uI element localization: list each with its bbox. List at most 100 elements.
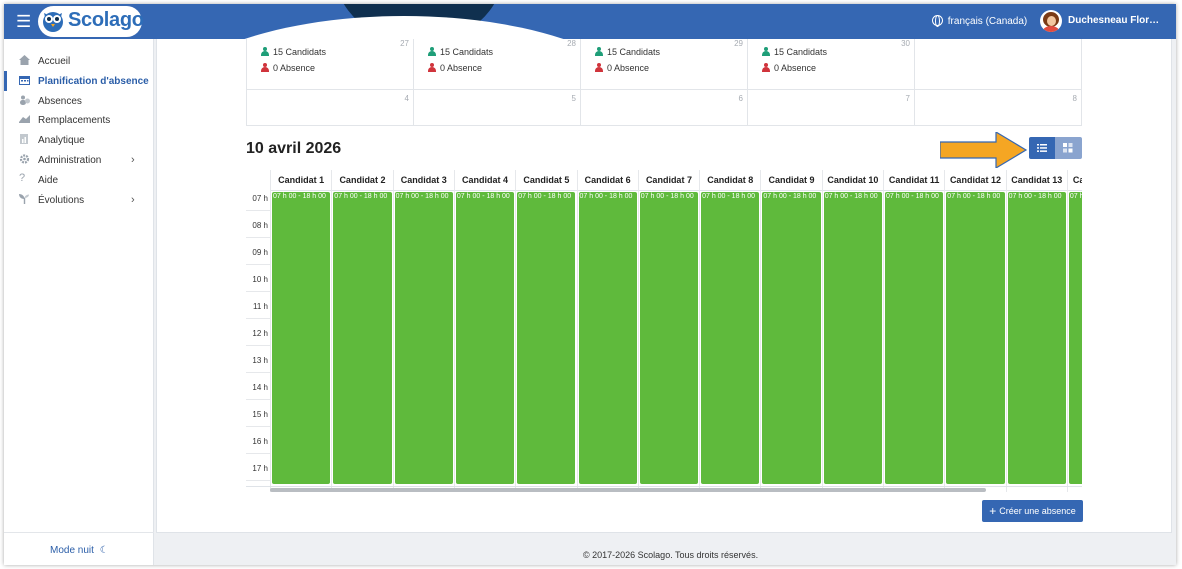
calendar-icon	[19, 76, 30, 85]
absences-count: 0 Absence	[595, 63, 649, 73]
availability-block[interactable]: 07 h 00 - 18 h 00	[823, 192, 882, 484]
hour-label: 17 h	[252, 464, 268, 473]
hour-label: 14 h	[252, 383, 268, 392]
header-decoration	[154, 16, 654, 39]
column-divider	[760, 170, 762, 492]
availability-time: 07 h 00 - 18 h 00	[456, 193, 510, 200]
absences-count: 0 Absence	[762, 63, 816, 73]
availability-block[interactable]: 07 h 00 - 18 h 00	[885, 192, 944, 484]
hour-line	[246, 264, 270, 265]
hour-label: 15 h	[252, 410, 268, 419]
availability-block[interactable]: 07 h 00 - 18 h 00	[1007, 192, 1066, 484]
hour-label: 09 h	[252, 248, 268, 257]
column-divider	[637, 170, 639, 492]
sidebar-item-planification[interactable]: Planification d'absence	[4, 71, 154, 91]
hour-line	[246, 372, 270, 373]
month-day-cell[interactable]: 4	[246, 90, 413, 126]
month-day-cell[interactable]: 28 15 Candidats 0 Absence	[413, 39, 580, 90]
avatar[interactable]	[1040, 10, 1062, 32]
availability-block[interactable]: 07 h 00 - 18 h 00	[701, 192, 760, 484]
availability-block[interactable]: 07 h 00 - 18 h 00	[272, 192, 331, 484]
candidates-count: 15 Candidats	[261, 47, 326, 57]
column-divider	[576, 170, 578, 492]
hour-line	[246, 345, 270, 346]
calendar-view-button[interactable]	[1055, 137, 1082, 159]
candidate-header: Ca	[1072, 175, 1082, 185]
column-divider	[1005, 170, 1007, 492]
sidebar-item-absences[interactable]: Absences	[4, 91, 154, 111]
sidebar-item-analytique[interactable]: Analytique	[4, 130, 154, 150]
chart-icon	[20, 134, 28, 144]
availability-block[interactable]: 07 h 00 - 18 h 00	[517, 192, 576, 484]
hour-label: 08 h	[252, 221, 268, 230]
column-divider	[392, 170, 394, 492]
candidate-header: Candidat 5	[523, 175, 570, 185]
logo[interactable]: Scolago	[38, 6, 144, 37]
availability-block[interactable]: 07 h 00 - 18 h 00	[578, 192, 637, 484]
sidebar-item-evolutions[interactable]: Évolutions ›	[4, 190, 154, 210]
hour-line	[246, 318, 270, 319]
candidate-header: Candidat 7	[645, 175, 692, 185]
hour-line	[246, 453, 270, 454]
sidebar-item-label: Évolutions	[38, 195, 85, 206]
availability-block[interactable]: 07 h 00 - 18 h 00	[1068, 192, 1082, 484]
availability-block[interactable]: 07 h 00 - 18 h 00	[946, 192, 1005, 484]
candidate-header: Candidat 4	[462, 175, 509, 185]
night-mode-toggle[interactable]: Mode nuit ☾	[50, 545, 109, 556]
sidebar-item-remplacements[interactable]: Remplacements	[4, 110, 154, 130]
hour-line	[246, 291, 270, 292]
footer-copyright: © 2017-2026 Scolago. Tous droits réservé…	[583, 550, 759, 560]
user-name[interactable]: Duchesneau Flor…	[1068, 15, 1160, 26]
menu-icon[interactable]: ☰	[16, 12, 32, 31]
home-icon	[19, 55, 30, 65]
day-number: 4	[404, 94, 409, 103]
column-divider	[515, 170, 517, 492]
availability-block[interactable]: 07 h 00 - 18 h 00	[455, 192, 515, 484]
month-day-cell[interactable]: 5	[413, 90, 580, 126]
availability-time: 07 h 00 - 18 h 00	[947, 193, 1001, 200]
create-absence-button[interactable]: + Créer une absence	[982, 500, 1083, 522]
sidebar-item-administration[interactable]: Administration ›	[4, 150, 154, 170]
chevron-right-icon: ›	[131, 194, 135, 206]
sidebar-item-label: Administration	[38, 155, 102, 166]
month-day-cell[interactable]: 30 15 Candidats 0 Absence	[747, 39, 914, 90]
month-day-cell[interactable]: 27 15 Candidats 0 Absence	[246, 39, 413, 90]
horizontal-scrollbar[interactable]	[270, 488, 986, 492]
absence-icon	[428, 63, 436, 72]
hour-line	[246, 237, 270, 238]
night-mode-label: Mode nuit	[50, 545, 94, 556]
sidebar-item-label: Aide	[38, 175, 59, 186]
candidate-header: Candidat 3	[400, 175, 447, 185]
month-day-cell[interactable]: 8	[914, 90, 1082, 126]
availability-block[interactable]: 07 h 00 - 18 h 00	[394, 192, 453, 484]
day-number: 6	[738, 94, 743, 103]
brand-name: Scolago	[68, 9, 144, 31]
sidebar-item-accueil[interactable]: Accueil	[4, 51, 154, 71]
availability-time: 07 h 00 - 18 h 00	[395, 193, 449, 200]
candidate-header: Candidat 10	[827, 175, 879, 185]
list-view-button[interactable]	[1029, 137, 1055, 159]
globe-icon	[932, 15, 943, 27]
availability-block[interactable]: 07 h 00 - 18 h 00	[639, 192, 699, 484]
sidebar-item-label: Accueil	[38, 56, 71, 67]
availability-block[interactable]: 07 h 00 - 18 h 00	[762, 192, 821, 484]
column-divider	[1066, 170, 1068, 492]
candidates-count: 15 Candidats	[595, 47, 660, 57]
absence-icon	[261, 63, 269, 72]
person-icon	[261, 47, 269, 56]
candidate-header: Candidat 6	[584, 175, 631, 185]
month-day-cell[interactable]: 7	[747, 90, 914, 126]
availability-block[interactable]: 07 h 00 - 18 h 00	[333, 192, 392, 484]
column-divider	[821, 170, 823, 492]
absence-icon	[595, 63, 603, 72]
person-icon	[428, 47, 436, 56]
month-day-cell[interactable]: 6	[580, 90, 747, 126]
sidebar-item-aide[interactable]: ? Aide	[4, 170, 154, 190]
month-day-cell[interactable]: 29 15 Candidats 0 Absence	[580, 39, 747, 90]
moon-icon: ☾	[99, 545, 109, 556]
column-divider	[699, 170, 701, 492]
month-day-cell[interactable]	[914, 39, 1082, 90]
language-selector[interactable]: français (Canada)	[932, 15, 1027, 27]
app-window: ☰ Scolago français (Canada)	[4, 4, 1176, 565]
column-divider	[944, 170, 946, 492]
